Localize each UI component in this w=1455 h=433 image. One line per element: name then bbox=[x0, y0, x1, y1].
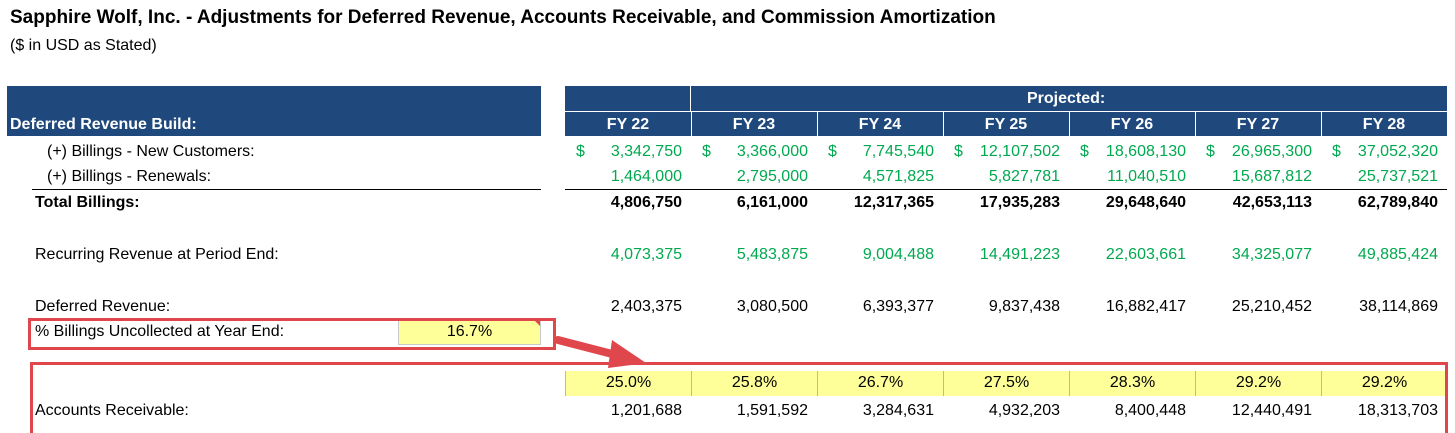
total-billings-cell[interactable]: 4,806,750 bbox=[610, 194, 682, 211]
header-divider bbox=[565, 111, 1447, 112]
callout-arrow-icon bbox=[554, 336, 646, 368]
accounts-receivable-cell[interactable]: 1,201,688 bbox=[610, 402, 682, 419]
ar-pct-input[interactable]: 27.5% bbox=[943, 371, 1069, 396]
projected-label: Projected: bbox=[1027, 90, 1106, 107]
row-label-renewals: (+) Billings - Renewals: bbox=[47, 168, 212, 185]
recurring-revenue-cell[interactable]: 9,004,488 bbox=[862, 246, 934, 263]
billings-renewals-cell[interactable]: 25,737,521 bbox=[1357, 168, 1438, 185]
billings-new-customers-cell[interactable]: 37,052,320 bbox=[1357, 143, 1438, 160]
row-label-total-billings: Total Billings: bbox=[35, 194, 140, 211]
accounts-receivable-cell[interactable]: 12,440,491 bbox=[1231, 402, 1312, 419]
deferred-revenue-cell[interactable]: 6,393,377 bbox=[862, 298, 934, 315]
subtotal-rule-left bbox=[32, 189, 541, 190]
year-header-separator bbox=[817, 112, 818, 136]
year-header-separator bbox=[1321, 112, 1322, 136]
accounts-receivable-cell[interactable]: 8,400,448 bbox=[1114, 402, 1186, 419]
comment-marker-icon bbox=[533, 319, 540, 326]
deferred-revenue-cell[interactable]: 9,837,438 bbox=[988, 298, 1060, 315]
row-label-new-customers: (+) Billings - New Customers: bbox=[47, 143, 255, 160]
currency-symbol: $ bbox=[702, 143, 711, 160]
page-title: Sapphire Wolf, Inc. - Adjustments for De… bbox=[10, 7, 996, 28]
currency-symbol: $ bbox=[576, 143, 585, 160]
deferred-revenue-cell[interactable]: 25,210,452 bbox=[1231, 298, 1312, 315]
year-header-fy-26: FY 26 bbox=[1110, 116, 1154, 133]
accounts-receivable-cell[interactable]: 4,932,203 bbox=[988, 402, 1060, 419]
ar-pct-input[interactable]: 25.0% bbox=[565, 371, 691, 396]
currency-symbol: $ bbox=[828, 143, 837, 160]
section-label: Deferred Revenue Build: bbox=[10, 116, 197, 133]
currency-symbol: $ bbox=[954, 143, 963, 160]
recurring-revenue-cell[interactable]: 4,073,375 bbox=[610, 246, 682, 263]
currency-symbol: $ bbox=[1206, 143, 1215, 160]
billings-new-customers-cell[interactable]: 3,366,000 bbox=[736, 143, 808, 160]
year-header-fy-27: FY 27 bbox=[1236, 116, 1280, 133]
ar-pct-input[interactable]: 29.2% bbox=[1195, 371, 1321, 396]
recurring-revenue-cell[interactable]: 34,325,077 bbox=[1231, 246, 1312, 263]
pct-uncollected-value: 16.7% bbox=[446, 323, 493, 340]
page-subtitle: ($ in USD as Stated) bbox=[10, 37, 157, 54]
total-billings-cell[interactable]: 42,653,113 bbox=[1232, 194, 1312, 211]
billings-new-customers-cell[interactable]: 12,107,502 bbox=[979, 143, 1060, 160]
accounts-receivable-cell[interactable]: 1,591,592 bbox=[736, 402, 808, 419]
deferred-revenue-cell[interactable]: 3,080,500 bbox=[736, 298, 808, 315]
year-header-separator bbox=[943, 112, 944, 136]
accounts-receivable-cell[interactable]: 3,284,631 bbox=[862, 402, 934, 419]
recurring-revenue-cell[interactable]: 22,603,661 bbox=[1105, 246, 1186, 263]
year-header-fy-25: FY 25 bbox=[984, 116, 1028, 133]
row-label-recurring-revenue: Recurring Revenue at Period End: bbox=[35, 246, 279, 263]
year-header-fy-24: FY 24 bbox=[858, 116, 902, 133]
billings-renewals-cell[interactable]: 2,795,000 bbox=[736, 168, 808, 185]
deferred-revenue-cell[interactable]: 38,114,869 bbox=[1359, 298, 1438, 315]
billings-renewals-cell[interactable]: 15,687,812 bbox=[1231, 168, 1312, 185]
billings-new-customers-cell[interactable]: 7,745,540 bbox=[862, 143, 934, 160]
year-header-separator bbox=[691, 112, 692, 136]
year-header-fy-28: FY 28 bbox=[1362, 116, 1406, 133]
total-billings-cell[interactable]: 62,789,840 bbox=[1357, 194, 1438, 211]
recurring-revenue-cell[interactable]: 49,885,424 bbox=[1357, 246, 1438, 263]
total-billings-cell[interactable]: 29,648,640 bbox=[1105, 194, 1186, 211]
ar-pct-input[interactable]: 25.8% bbox=[691, 371, 817, 396]
recurring-revenue-cell[interactable]: 14,491,223 bbox=[979, 246, 1060, 263]
year-header-separator bbox=[1195, 112, 1196, 136]
header-fy22-divider bbox=[690, 86, 691, 111]
row-label-pct-uncollected: % Billings Uncollected at Year End: bbox=[35, 323, 285, 340]
year-header-separator bbox=[1069, 112, 1070, 136]
deferred-revenue-cell[interactable]: 16,882,417 bbox=[1105, 298, 1186, 315]
total-billings-cell[interactable]: 12,317,365 bbox=[853, 194, 934, 211]
currency-symbol: $ bbox=[1080, 143, 1089, 160]
deferred-revenue-cell[interactable]: 2,403,375 bbox=[610, 298, 682, 315]
accounts-receivable-cell[interactable]: 18,313,703 bbox=[1357, 402, 1438, 419]
ar-pct-input[interactable]: 26.7% bbox=[817, 371, 943, 396]
billings-renewals-cell[interactable]: 4,571,825 bbox=[862, 168, 934, 185]
currency-symbol: $ bbox=[1332, 143, 1341, 160]
billings-new-customers-cell[interactable]: 3,342,750 bbox=[610, 143, 682, 160]
billings-renewals-cell[interactable]: 11,040,510 bbox=[1107, 168, 1186, 185]
row-label-accounts-receivable: Accounts Receivable: bbox=[35, 402, 189, 419]
billings-renewals-cell[interactable]: 5,827,781 bbox=[988, 168, 1060, 185]
ar-pct-input[interactable]: 29.2% bbox=[1321, 371, 1447, 396]
callout-box-ar bbox=[30, 362, 1448, 433]
billings-renewals-cell[interactable]: 1,464,000 bbox=[610, 168, 682, 185]
total-billings-cell[interactable]: 6,161,000 bbox=[736, 194, 808, 211]
row-label-deferred-revenue: Deferred Revenue: bbox=[35, 298, 171, 315]
callout-box-input bbox=[28, 318, 556, 350]
total-billings-cell[interactable]: 17,935,283 bbox=[979, 194, 1060, 211]
billings-new-customers-cell[interactable]: 18,608,130 bbox=[1105, 143, 1186, 160]
header-band-left bbox=[7, 86, 541, 136]
year-header-fy-23: FY 23 bbox=[732, 116, 776, 133]
ar-pct-input[interactable]: 28.3% bbox=[1069, 371, 1195, 396]
year-header-fy-22: FY 22 bbox=[606, 116, 650, 133]
recurring-revenue-cell[interactable]: 5,483,875 bbox=[736, 246, 808, 263]
billings-new-customers-cell[interactable]: 26,965,300 bbox=[1231, 143, 1312, 160]
subtotal-rule-right bbox=[565, 189, 1447, 190]
